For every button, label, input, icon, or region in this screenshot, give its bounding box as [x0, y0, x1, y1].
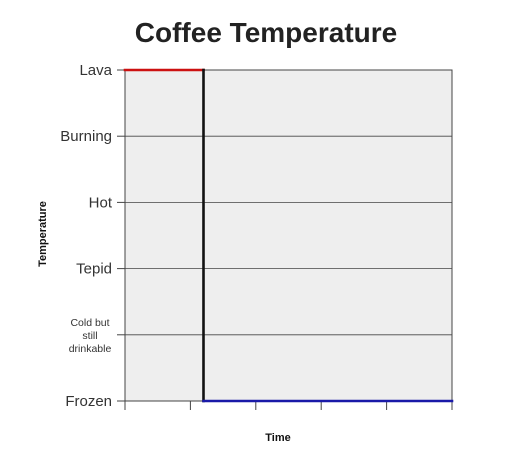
data-series: [123, 68, 454, 403]
y-tick-label: Hot: [89, 194, 113, 211]
y-tick-label: Cold but still drinkable: [69, 317, 112, 355]
x-axis-label: Time: [265, 432, 290, 444]
y-tick-label: Frozen: [65, 393, 112, 410]
axis-ticks: [117, 69, 453, 410]
y-tick-labels: Frozen Cold but still drinkable Tepid Hot Burn…: [60, 62, 113, 410]
chart-title: Coffee Temperature: [135, 17, 397, 48]
y-tick-label: Lava: [79, 62, 112, 79]
y-axis-label: Temperature: [37, 201, 49, 267]
y-tick-label: Tepid: [76, 261, 112, 278]
y-tick-label: Burning: [60, 128, 112, 145]
plot-area: [124, 69, 453, 402]
